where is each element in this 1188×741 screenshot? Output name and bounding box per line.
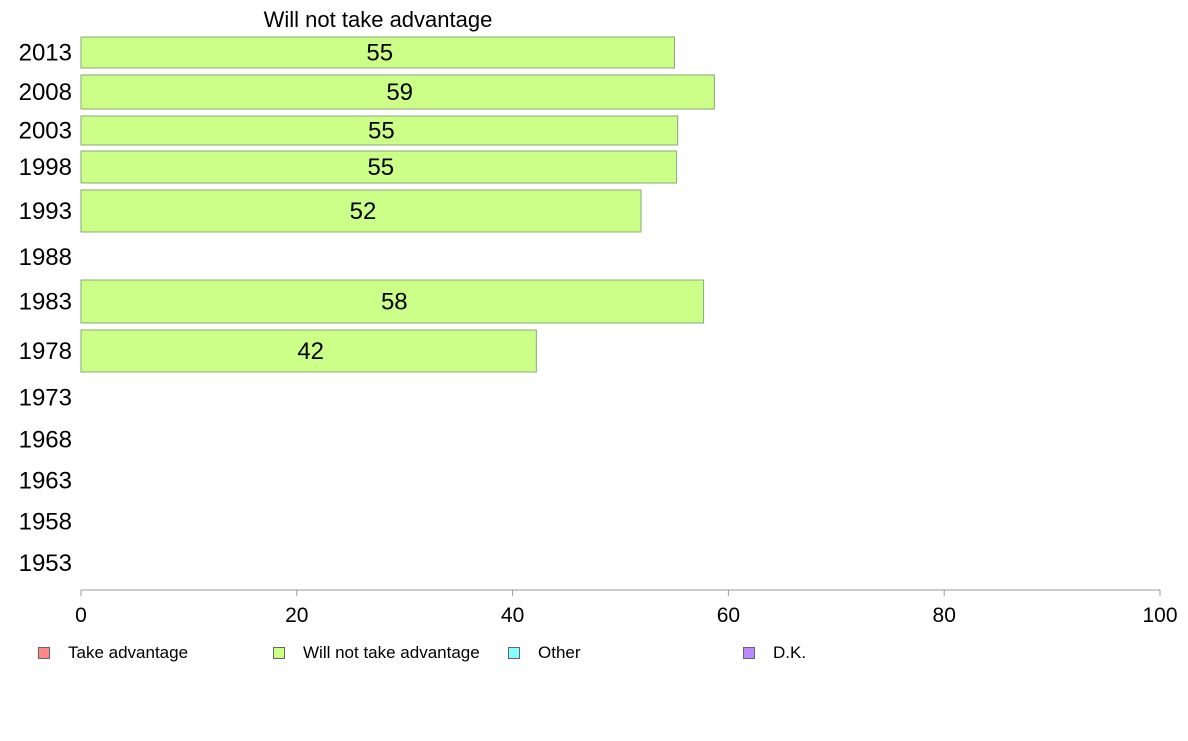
y-tick-label-2008: 2008 [19,79,72,106]
y-tick-label-1983: 1983 [19,289,72,316]
x-tick-label-80: 80 [933,604,956,627]
x-tick-label-0: 0 [75,604,87,627]
bar-value-label-2013: 55 [366,40,393,67]
y-tick-label-1993: 1993 [19,198,72,225]
bar-value-label-1998: 55 [367,154,394,181]
bar-1993 [80,189,642,233]
x-axis: 0 20 40 60 80 100 [75,589,1178,627]
chart-title: Will not take advantage [264,7,493,32]
y-tick-label-1988: 1988 [19,244,72,271]
bar-value-labels: 55 59 55 55 52 58 42 [297,40,413,366]
y-tick-label-1973: 1973 [19,385,72,412]
bar-1983 [80,279,705,324]
legend-label-3: D.K. [773,643,807,662]
bar-2003 [80,115,679,146]
x-tick-label-100: 100 [1142,604,1177,627]
bar-1978 [80,329,537,373]
bar-value-label-1978: 42 [297,338,324,365]
legend-swatch-3 [743,647,755,659]
y-tick-label-1963: 1963 [19,468,72,495]
x-tick-label-20: 20 [285,604,308,627]
bar-value-label-1993: 52 [350,198,377,225]
legend: Take advantage Will not take advantage Oth… [0,643,1188,667]
x-tick-label-40: 40 [501,604,524,627]
legend-label-0: Take advantage [68,643,189,662]
y-tick-label-2003: 2003 [19,118,72,145]
bars-layer [80,36,715,373]
bar-value-label-2003: 55 [368,118,395,145]
bar-value-label-1983: 58 [381,289,408,316]
y-tick-label-1998: 1998 [19,154,72,181]
y-tick-label-1968: 1968 [19,427,72,454]
legend-swatch-0 [38,647,50,659]
bar-2013 [80,36,675,69]
y-tick-label-1978: 1978 [19,338,72,365]
bar-value-label-2008: 59 [386,79,413,106]
y-tick-label-1953: 1953 [19,550,72,577]
legend-swatch-2 [508,647,520,659]
y-tick-label-2013: 2013 [19,40,72,67]
legend-item-0: Take advantage [38,643,188,663]
bar-1998 [80,150,678,184]
legend-item-2: Other [508,643,581,663]
legend-item-3: D.K. [743,643,806,663]
legend-swatch-1 [273,647,285,659]
legend-label-1: Will not take advantage [303,643,480,662]
legend-item-1: Will not take advantage [273,643,480,663]
y-axis-category-labels: 2013 2008 2003 1998 1993 1988 1983 1978 1973 1968… [19,40,72,578]
y-tick-label-1958: 1958 [19,509,72,536]
bar-2008 [80,74,715,110]
legend-label-2: Other [538,643,581,662]
x-tick-label-60: 60 [717,604,740,627]
